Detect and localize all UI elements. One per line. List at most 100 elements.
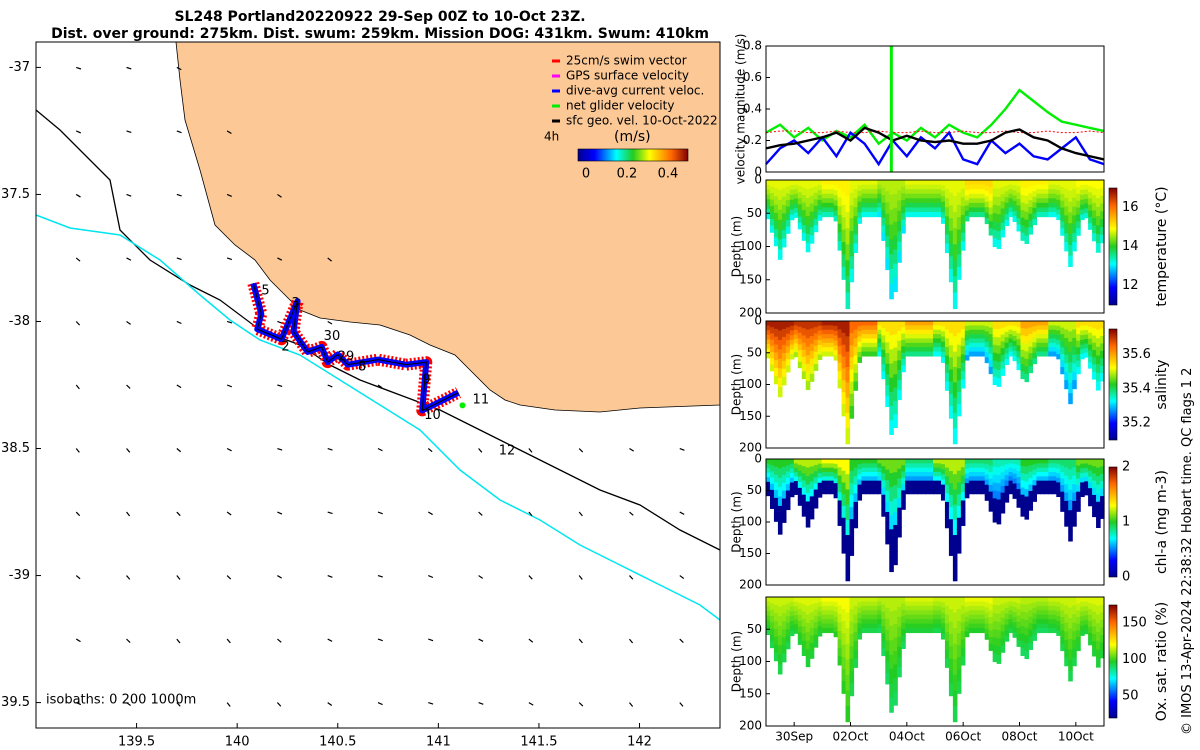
profile-cell — [1024, 612, 1030, 621]
profile-cell — [781, 466, 787, 476]
profile-cell — [936, 193, 942, 199]
profile-cell — [825, 347, 831, 353]
profile-cell — [897, 626, 902, 638]
profile-cell — [885, 258, 890, 271]
profile-cell — [976, 198, 982, 204]
profile-cell — [1012, 355, 1018, 362]
profile-cell — [813, 218, 819, 226]
profile-cell — [917, 484, 922, 490]
profile-cell — [869, 351, 874, 357]
profile-cell — [1100, 619, 1105, 628]
profile-cell — [893, 400, 898, 415]
profile-cell — [1008, 597, 1014, 603]
profile-cell — [1044, 484, 1049, 490]
profile-cell — [873, 605, 878, 611]
profile-cell — [1012, 216, 1018, 223]
profile-cell — [1000, 465, 1006, 474]
profile-cell — [1100, 642, 1105, 651]
profile-cell — [901, 339, 906, 347]
profile-cell — [1068, 393, 1073, 405]
profile-cell — [853, 180, 859, 190]
profile-cell — [1100, 481, 1105, 490]
profile-cell — [797, 361, 803, 369]
current-arrow — [377, 638, 383, 642]
profile-cell — [789, 180, 795, 186]
profile-cell — [821, 184, 827, 190]
profile-cell — [909, 614, 914, 620]
profile-cell — [996, 180, 1002, 190]
profile-cell — [1092, 364, 1097, 373]
profile-cell — [984, 321, 990, 327]
profile-cell — [925, 347, 930, 353]
current-arrow — [327, 574, 333, 578]
profile-cell — [1080, 194, 1085, 201]
profile-cell — [1012, 350, 1018, 357]
profile-cell — [1000, 368, 1006, 376]
profile-cell — [1024, 358, 1030, 367]
profile-cell — [797, 216, 803, 224]
profile-cell — [769, 597, 775, 604]
profile-cell — [841, 459, 847, 472]
profile-cell — [861, 601, 867, 607]
profile-cell — [785, 471, 791, 479]
profile-cell — [929, 619, 934, 625]
profile-cell — [829, 189, 835, 195]
profile-cell — [980, 610, 986, 616]
profile-cell — [821, 463, 827, 469]
profile-cell — [1032, 180, 1037, 187]
profile-cell — [1000, 472, 1006, 480]
profile-cell — [1040, 471, 1045, 477]
profile-cell — [1100, 510, 1105, 519]
profile-cell — [793, 619, 799, 625]
profile-cell — [996, 507, 1002, 517]
profile-cell — [933, 459, 938, 464]
profile-cell — [805, 372, 811, 382]
profile-cell — [1040, 198, 1045, 204]
profile-cell — [901, 629, 906, 637]
profile-ylabel: Depth (m) — [730, 216, 744, 277]
profile-cell — [972, 351, 978, 357]
profile-cell — [877, 476, 882, 482]
profile-cell — [956, 669, 962, 682]
profile-y-tick-label: 100 — [739, 377, 762, 391]
colorbar-tick-label: 35.4 — [1122, 381, 1151, 396]
profile-cell — [1032, 342, 1037, 349]
profile-cell — [1084, 610, 1089, 616]
profile-cell — [769, 206, 775, 214]
profile-cell — [1016, 199, 1022, 207]
profile-cell — [944, 614, 950, 624]
profile-cell — [773, 612, 779, 622]
profile-cell — [777, 505, 783, 516]
profile-cell — [933, 189, 938, 195]
profile-cell — [1000, 624, 1006, 633]
profile-cell — [845, 212, 851, 229]
profile-cell — [777, 387, 783, 398]
profile-cell — [833, 616, 839, 623]
profile-cell — [1016, 471, 1022, 478]
profile-cell — [1092, 335, 1097, 344]
profile-cell — [1072, 354, 1077, 364]
profile-cell — [793, 207, 799, 214]
profile-cell — [773, 505, 779, 515]
profile-cell — [769, 352, 775, 359]
profile-cell — [968, 467, 974, 473]
profile-cell — [960, 180, 966, 190]
profile-cell — [849, 205, 855, 219]
profile-cell — [1068, 617, 1073, 630]
profile-cell — [773, 237, 779, 247]
profile-cell — [853, 649, 859, 660]
profile-cell — [960, 197, 966, 207]
profile-cell — [777, 377, 783, 388]
profile-cell — [845, 474, 851, 491]
profile-cell — [1100, 365, 1105, 374]
profile-cell — [781, 238, 787, 248]
profile-cell — [793, 334, 799, 340]
profile-cell — [1012, 459, 1018, 465]
profile-cell — [801, 473, 807, 481]
profile-cell — [984, 190, 990, 197]
profile-cell — [1004, 185, 1010, 192]
profile-cell — [1040, 605, 1045, 611]
profile-cell — [936, 623, 942, 629]
profile-cell — [996, 630, 1002, 640]
profile-cell — [766, 194, 771, 200]
